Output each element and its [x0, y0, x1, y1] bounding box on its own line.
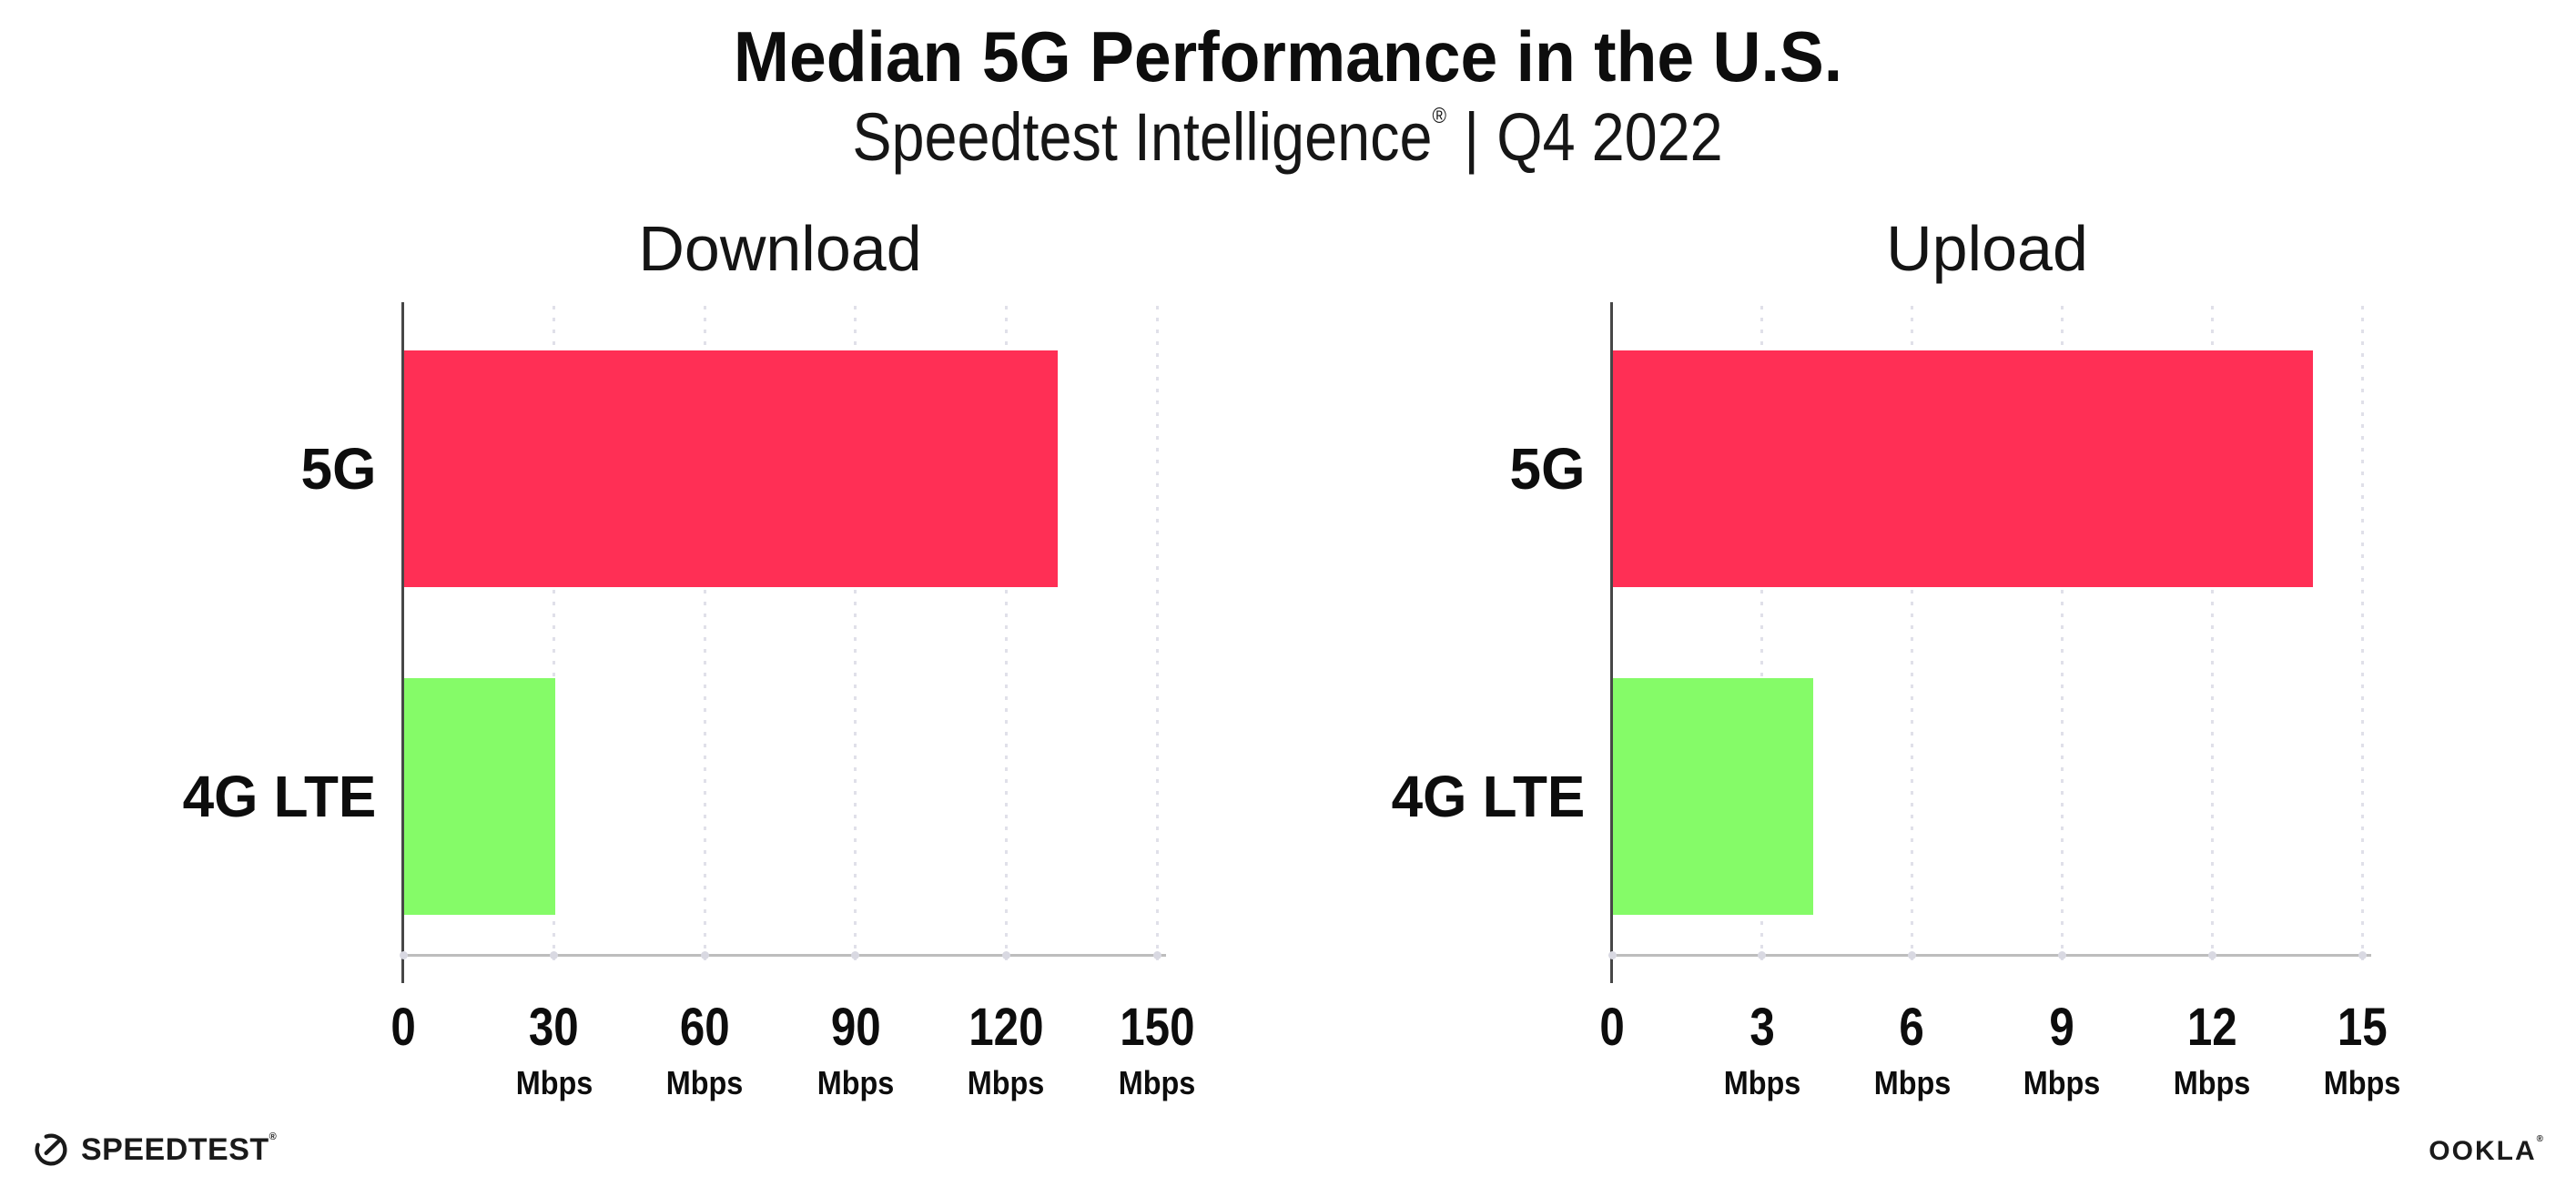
x-axis-line [1610, 954, 2371, 957]
speedtest-registered-mark: ® [269, 1131, 278, 1142]
axis-tick-dot [2207, 951, 2216, 959]
gridline-150-mbps [1155, 306, 1159, 967]
subtitle-divider: | [1464, 99, 1480, 175]
x-tick-label: 6 [1899, 998, 1925, 1057]
bar-4g-lte [404, 678, 555, 915]
category-label-5g: 5G [300, 436, 376, 502]
gridline-9-mbps [2060, 306, 2064, 967]
category-label-4g-lte: 4G LTE [182, 764, 376, 829]
page-title: Median 5G Performance in the U.S. [0, 16, 2576, 96]
page-subtitle: Speedtest Intelligence® | Q4 2022 [0, 100, 2576, 174]
x-tick-unit-label: Mbps [1723, 1064, 1801, 1101]
axis-tick-dot [550, 951, 559, 959]
x-tick-unit-label: Mbps [2173, 1064, 2251, 1101]
axis-tick-dot [851, 951, 860, 959]
x-tick-unit-label: Mbps [816, 1064, 895, 1101]
axis-tick-dot [1001, 951, 1010, 959]
x-tick-label: 150 [1119, 998, 1195, 1057]
bar-4g-lte [1613, 678, 1813, 915]
ookla-logo: OOKLA® [2429, 1135, 2545, 1166]
axis-tick-dot [1152, 951, 1161, 959]
registered-mark: ® [1432, 104, 1447, 128]
ookla-wordmark: OOKLA [2429, 1136, 2537, 1166]
x-tick-unit-label: Mbps [1873, 1064, 1951, 1101]
x-tick-unit-label: Mbps [665, 1064, 744, 1101]
axis-tick-dot [399, 951, 408, 959]
axis-tick-dot [700, 951, 709, 959]
bar-5g [1613, 350, 2314, 587]
bar-5g [404, 350, 1058, 587]
x-tick-label: 12 [2186, 998, 2237, 1057]
speedtest-logo: SPEEDTEST® [30, 1129, 277, 1171]
ookla-registered-mark: ® [2536, 1134, 2545, 1144]
download-chart-plot: 0 30 Mbps 60 Mbps 90 Mbps 120 Mbps 150 Mbps 5G 4G LT… [182, 302, 1195, 1100]
x-tick-unit-label: Mbps [968, 1064, 1045, 1101]
gridline-120-mbps [1004, 306, 1008, 967]
x-tick-label: 0 [1599, 998, 1625, 1057]
gridline-6-mbps [1911, 306, 1914, 967]
x-tick-label: 60 [679, 998, 730, 1057]
axis-tick-dot [1607, 951, 1617, 959]
x-tick-label: 120 [969, 998, 1044, 1057]
x-axis-line [401, 954, 1166, 957]
category-label-5g: 5G [1509, 436, 1585, 502]
axis-tick-dot [2358, 951, 2367, 959]
y-axis-line [1610, 302, 1613, 983]
subtitle-period: Q4 2022 [1496, 99, 1724, 175]
gridline-30-mbps [553, 306, 556, 967]
page-subtitle-text: Speedtest Intelligence® | Q4 2022 [853, 100, 1723, 174]
axis-tick-dot [2057, 951, 2066, 959]
x-tick-label: 3 [1749, 998, 1775, 1057]
x-tick-label: 90 [830, 998, 881, 1057]
x-tick-label: 30 [529, 998, 580, 1057]
gridline-60-mbps [703, 306, 706, 967]
x-tick-label: 0 [390, 998, 416, 1057]
category-label-4g-lte: 4G LTE [1391, 764, 1585, 829]
x-tick-unit-label: Mbps [515, 1064, 593, 1101]
speedtest-wordmark: SPEEDTEST® [81, 1131, 278, 1167]
speedtest-gauge-icon [35, 1133, 67, 1166]
page-title-text: Median 5G Performance in the U.S. [733, 16, 1843, 96]
download-chart-title: Download [638, 213, 922, 284]
upload-chart-plot: 0 3 Mbps 6 Mbps 9 Mbps 12 Mbps 15 Mbps 5G 4G LTE [1391, 302, 2400, 1100]
subtitle-brand: Speedtest Intelligence [852, 99, 1433, 175]
upload-chart-title: Upload [1886, 213, 2088, 284]
gridline-3-mbps [1760, 306, 1764, 967]
x-tick-label: 9 [2049, 998, 2075, 1057]
x-tick-label: 15 [2337, 998, 2388, 1057]
gridline-12-mbps [2210, 306, 2214, 967]
x-tick-unit-label: Mbps [2023, 1064, 2101, 1101]
axis-tick-dot [1908, 951, 1917, 959]
axis-tick-dot [1758, 951, 1767, 959]
gridline-15-mbps [2360, 306, 2364, 967]
gridline-90-mbps [854, 306, 857, 967]
x-tick-unit-label: Mbps [1118, 1064, 1196, 1101]
y-axis-line [401, 302, 404, 983]
x-tick-unit-label: Mbps [2323, 1064, 2401, 1101]
